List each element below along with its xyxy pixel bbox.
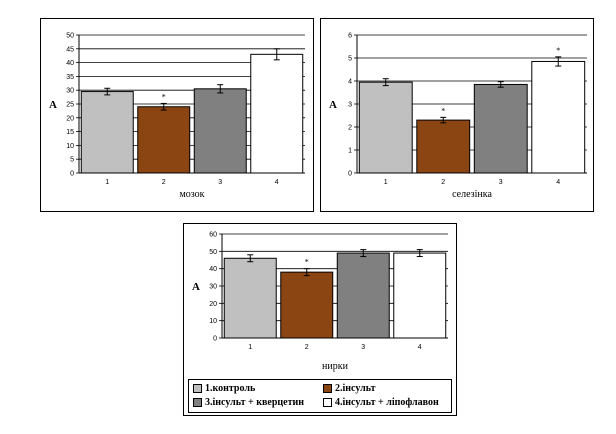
y-tick-label: 20	[66, 115, 74, 122]
y-tick-label: 0	[348, 171, 352, 178]
y-axis-label: A	[192, 281, 200, 293]
legend-swatch-2	[323, 384, 332, 393]
y-tick-label: 50	[209, 249, 217, 256]
y-tick-label: 15	[66, 129, 74, 136]
y-tick-label: 4	[348, 79, 352, 86]
legend-swatch-4	[323, 398, 332, 407]
bar	[336, 252, 390, 339]
x-tick-label: 2	[305, 344, 309, 351]
y-tick-label: 50	[66, 33, 74, 40]
significance-marker: *	[305, 258, 309, 267]
x-tick-label: 4	[275, 179, 279, 186]
y-tick-label: 1	[348, 148, 352, 155]
x-tick-label: 2	[162, 179, 166, 186]
y-tick-label: 5	[70, 157, 74, 164]
legend-item-3: 3.інсульт + кверцетин	[193, 397, 304, 408]
legend: 1.контроль 2.інсульт 3.інсульт + кверцет…	[188, 379, 452, 413]
bar	[416, 119, 471, 174]
y-tick-label: 45	[66, 46, 74, 53]
bar	[280, 271, 334, 339]
x-tick-label: 1	[105, 179, 109, 186]
y-tick-label: 30	[209, 284, 217, 291]
y-tick-label: 5	[348, 56, 352, 63]
x-tick-label: 2	[441, 179, 445, 186]
bar	[473, 83, 528, 174]
bar	[137, 106, 191, 174]
x-tick-label: 3	[218, 179, 222, 186]
bar	[531, 60, 586, 174]
legend-label-1: 1.контроль	[205, 383, 256, 394]
y-tick-label: 30	[66, 88, 74, 95]
x-tick-label: 4	[418, 344, 422, 351]
y-tick-label: 2	[348, 125, 352, 132]
legend-label-2: 2.інсульт	[335, 383, 376, 394]
significance-marker: *	[162, 92, 166, 101]
y-tick-label: 35	[66, 74, 74, 81]
x-tick-label: 1	[384, 179, 388, 186]
x-tick-label: 1	[248, 344, 252, 351]
y-tick-label: 40	[66, 60, 74, 67]
y-tick-label: 0	[213, 336, 217, 343]
bar	[80, 91, 134, 174]
y-tick-label: 40	[209, 266, 217, 273]
x-tick-label: 3	[361, 344, 365, 351]
y-axis-label: A	[49, 99, 57, 111]
legend-label-3: 3.інсульт + кверцетин	[205, 397, 305, 408]
significance-marker: *	[441, 106, 445, 115]
significance-marker: *	[556, 46, 560, 55]
legend-item-1: 1.контроль	[193, 383, 255, 394]
legend-item-4: 4.інсульт + ліпофлавон	[323, 397, 439, 408]
legend-swatch-3	[193, 398, 202, 407]
y-tick-label: 60	[209, 232, 217, 239]
x-axis-label: нирки	[322, 361, 349, 372]
y-tick-label: 0	[70, 171, 74, 178]
y-tick-label: 6	[348, 33, 352, 40]
x-tick-label: 4	[556, 179, 560, 186]
y-tick-label: 3	[348, 102, 352, 109]
y-tick-label: 10	[209, 318, 217, 325]
x-axis-label: селезінка	[452, 189, 492, 200]
legend-item-2: 2.інсульт	[323, 383, 376, 394]
bar	[223, 257, 277, 339]
bar	[393, 252, 447, 339]
y-tick-label: 20	[209, 301, 217, 308]
x-axis-label: мозок	[179, 189, 204, 200]
bar	[193, 88, 247, 174]
y-tick-label: 10	[66, 143, 74, 150]
legend-swatch-1	[193, 384, 202, 393]
y-tick-label: 25	[66, 102, 74, 109]
y-axis-label: A	[329, 99, 337, 111]
bar	[250, 53, 304, 174]
bar	[358, 81, 413, 174]
x-tick-label: 3	[499, 179, 503, 186]
legend-label-4: 4.інсульт + ліпофлавон	[335, 397, 439, 408]
